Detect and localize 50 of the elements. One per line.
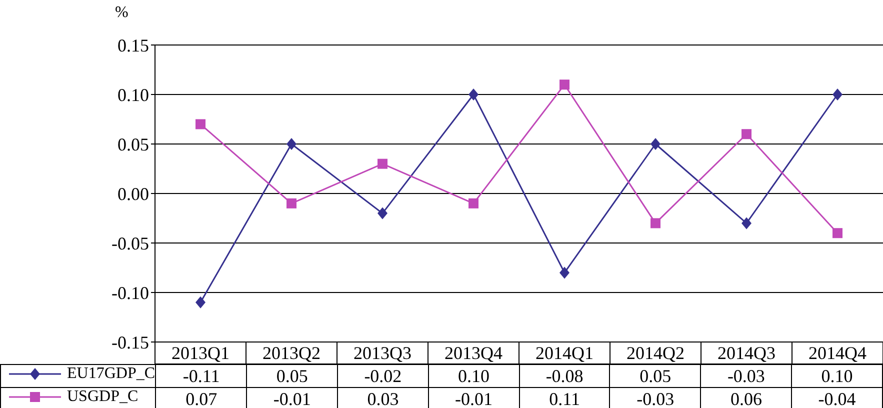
x-tick-label: 2014Q2 — [626, 343, 684, 363]
data-label: -0.08 — [519, 364, 610, 388]
point — [560, 80, 570, 90]
data-label: 0.03 — [338, 388, 428, 408]
point — [378, 158, 388, 169]
point — [742, 129, 752, 140]
point — [650, 138, 660, 150]
point — [650, 218, 660, 228]
data-label: 0.11 — [519, 388, 610, 408]
x-tick-label: 2014Q3 — [718, 343, 776, 363]
data-label: 0.06 — [700, 388, 792, 408]
legend-label: EU17GDP_C — [67, 365, 156, 383]
y-tick-label: -0.05 — [112, 233, 149, 254]
data-label: -0.02 — [338, 364, 428, 388]
data-label: 0.05 — [246, 364, 338, 388]
y-tick-label: 0.10 — [118, 84, 149, 105]
x-tick-label: 2013Q3 — [354, 343, 412, 363]
x-tick-label: 2014Q1 — [536, 343, 594, 363]
x-tick-label: 2013Q1 — [172, 343, 230, 363]
point — [832, 88, 842, 100]
data-label: -0.11 — [156, 364, 247, 388]
y-tick-label: 0.15 — [118, 35, 149, 56]
y-tick-label: 0.00 — [118, 184, 149, 204]
data-label: -0.01 — [246, 388, 338, 408]
point — [832, 228, 842, 238]
data-label: 0.07 — [156, 388, 247, 408]
data-label: 0.05 — [610, 364, 701, 388]
data-label: -0.01 — [428, 388, 520, 408]
x-tick-label: 2013Q2 — [262, 343, 320, 363]
legend-label: USGDP_C — [67, 388, 138, 406]
point — [468, 88, 478, 100]
point — [196, 296, 206, 308]
data-label: 0.10 — [428, 364, 520, 388]
data-label: -0.03 — [610, 388, 701, 408]
point — [286, 138, 296, 150]
point — [196, 119, 206, 130]
data-label: -0.03 — [700, 364, 792, 388]
y-tick-label: 0.05 — [118, 134, 149, 154]
data-label: 0.10 — [792, 364, 882, 388]
point — [468, 198, 478, 208]
point — [378, 207, 388, 220]
point — [742, 217, 752, 230]
y-axis-title: % — [115, 4, 128, 22]
point — [286, 198, 296, 208]
point — [560, 266, 570, 279]
data-label: -0.04 — [792, 388, 882, 408]
x-tick-label: 2014Q4 — [808, 343, 866, 363]
y-tick-label: -0.10 — [112, 282, 149, 303]
x-tick-label: 2013Q4 — [444, 343, 502, 363]
y-tick-label: -0.15 — [112, 332, 149, 352]
